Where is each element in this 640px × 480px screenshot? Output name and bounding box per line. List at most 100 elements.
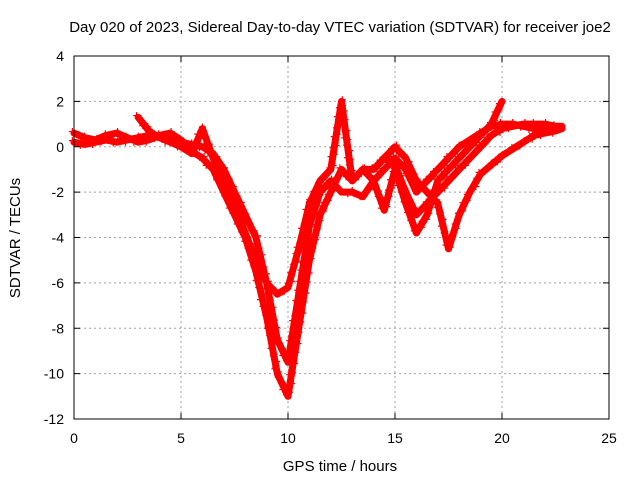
x-tick-label: 15 xyxy=(387,430,403,446)
data-point xyxy=(139,122,147,130)
data-point xyxy=(306,196,314,204)
data-point xyxy=(101,130,109,138)
data-point xyxy=(303,212,311,220)
data-point xyxy=(320,173,328,181)
data-point xyxy=(288,277,296,285)
data-point xyxy=(480,168,488,176)
data-point xyxy=(453,156,461,164)
data-point xyxy=(297,318,305,326)
data-point xyxy=(330,150,338,158)
data-point xyxy=(449,173,457,181)
data-point xyxy=(416,207,424,215)
data-point xyxy=(433,203,441,211)
x-tick-label: 5 xyxy=(177,430,185,446)
data-point xyxy=(558,125,566,133)
data-point xyxy=(445,164,453,172)
data-point xyxy=(76,141,84,149)
data-point xyxy=(470,150,478,158)
data-point xyxy=(549,129,557,137)
data-point xyxy=(313,223,321,231)
data-point xyxy=(490,129,498,137)
x-tick-label: 25 xyxy=(601,430,617,446)
data-point xyxy=(495,106,503,114)
x-tick-label: 10 xyxy=(280,430,296,446)
data-point xyxy=(479,129,487,137)
data-point xyxy=(211,163,219,171)
data-point xyxy=(257,296,265,304)
data-point xyxy=(402,169,410,177)
data-point xyxy=(263,324,271,332)
data-point xyxy=(446,163,454,171)
data-point xyxy=(428,173,436,181)
data-point xyxy=(454,145,462,153)
data-point xyxy=(485,122,493,130)
data-point xyxy=(461,161,469,169)
data-point xyxy=(525,122,533,130)
data-point xyxy=(266,296,274,304)
data-point xyxy=(76,134,84,142)
data-point xyxy=(166,137,173,145)
data-point xyxy=(388,145,396,153)
data-point xyxy=(167,128,175,136)
data-point xyxy=(323,179,331,187)
data-point xyxy=(491,114,499,122)
data-point xyxy=(338,114,346,122)
data-point xyxy=(310,231,318,239)
data-point xyxy=(448,151,456,159)
data-point xyxy=(302,289,310,297)
data-point xyxy=(473,174,481,182)
data-point xyxy=(261,273,269,281)
y-tick-label: -12 xyxy=(44,411,64,427)
y-tick-label: -6 xyxy=(52,275,65,291)
data-point xyxy=(366,173,374,181)
data-point xyxy=(83,134,91,142)
data-point xyxy=(272,363,280,371)
data-point xyxy=(508,143,516,151)
data-point xyxy=(375,173,383,181)
data-point xyxy=(393,141,401,149)
data-point xyxy=(352,174,360,182)
data-point xyxy=(459,205,467,213)
data-point xyxy=(256,267,264,275)
data-point xyxy=(498,97,506,105)
data-point xyxy=(475,168,483,176)
data-point xyxy=(268,309,276,317)
data-point xyxy=(422,175,430,183)
data-point xyxy=(382,163,390,171)
data-point xyxy=(483,133,491,141)
data-point xyxy=(460,150,468,158)
data-point xyxy=(272,329,280,337)
data-point xyxy=(439,215,447,223)
data-point xyxy=(467,184,475,192)
data-point xyxy=(247,247,255,255)
y-tick-label: -4 xyxy=(52,230,65,246)
data-point xyxy=(397,188,405,196)
data-point xyxy=(382,200,390,208)
data-point xyxy=(454,167,462,175)
data-point xyxy=(550,121,558,129)
data-point xyxy=(467,140,475,148)
data-point xyxy=(328,184,336,192)
data-point xyxy=(238,222,246,230)
data-point xyxy=(130,138,138,146)
data-point xyxy=(411,183,419,191)
data-point xyxy=(445,239,453,247)
data-point xyxy=(190,144,198,152)
data-point xyxy=(266,330,274,338)
data-point xyxy=(433,175,441,183)
data-point xyxy=(269,318,277,326)
data-point xyxy=(142,138,150,146)
data-point xyxy=(333,130,341,138)
data-point xyxy=(263,290,271,298)
data-point xyxy=(198,128,206,136)
data-point xyxy=(394,181,402,189)
data-point xyxy=(336,187,344,195)
data-point xyxy=(443,175,451,183)
data-point xyxy=(255,278,263,286)
data-point xyxy=(296,239,304,247)
data-point xyxy=(456,163,464,171)
data-point xyxy=(441,228,449,236)
data-point xyxy=(441,184,449,192)
data-point xyxy=(340,107,348,115)
data-point xyxy=(430,167,438,175)
